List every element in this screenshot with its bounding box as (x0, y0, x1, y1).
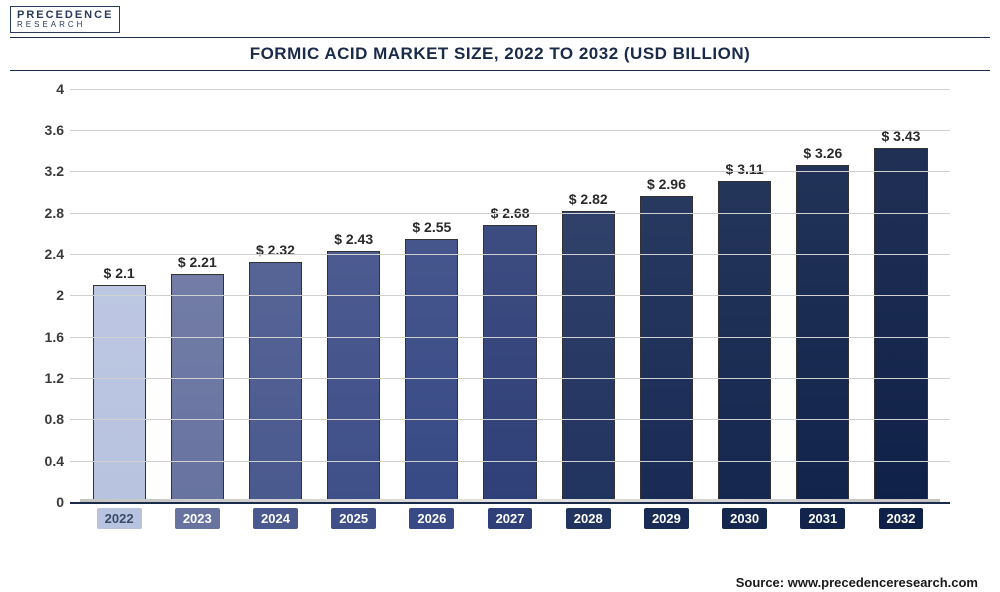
bar (327, 251, 380, 502)
grid-line (70, 213, 950, 214)
chart-container: $ 2.1 2022 $ 2.21 2023 $ 2.32 2024 $ 2.43 2025 $… (20, 79, 980, 539)
brand-logo: PRECEDENCE RESEARCH (10, 6, 120, 33)
y-tick-label: 1.2 (28, 370, 64, 386)
x-tick-label: 2025 (331, 508, 376, 529)
bar (405, 239, 458, 502)
x-tick-label: 2029 (644, 508, 689, 529)
bar-value-label: $ 2.43 (334, 231, 373, 247)
bar (171, 274, 224, 502)
bar (874, 148, 927, 502)
bar (640, 196, 693, 502)
y-tick-label: 2 (28, 287, 64, 303)
grid-line (70, 171, 950, 172)
y-tick-label: 0 (28, 494, 64, 510)
chart-title-bar: FORMIC ACID MARKET SIZE, 2022 TO 2032 (U… (10, 37, 990, 71)
source-attribution: Source: www.precedenceresearch.com (736, 575, 978, 590)
y-tick-label: 0.4 (28, 453, 64, 469)
y-tick-label: 0.8 (28, 411, 64, 427)
x-tick-label: 2022 (97, 508, 142, 529)
bar (718, 181, 771, 502)
x-tick-label: 2032 (879, 508, 924, 529)
y-tick-label: 4 (28, 81, 64, 97)
x-tick-label: 2028 (566, 508, 611, 529)
y-tick-label: 2.4 (28, 246, 64, 262)
grid-line (70, 461, 950, 462)
bar-value-label: $ 2.55 (412, 219, 451, 235)
y-tick-label: 3.2 (28, 163, 64, 179)
bar-value-label: $ 3.11 (726, 161, 764, 177)
y-tick-label: 2.8 (28, 205, 64, 221)
x-tick-label: 2024 (253, 508, 298, 529)
grid-line (70, 254, 950, 255)
y-tick-label: 1.6 (28, 329, 64, 345)
bar-value-label: $ 2.21 (178, 254, 217, 270)
grid-line (70, 89, 950, 90)
x-tick-label: 2030 (722, 508, 767, 529)
bar-value-label: $ 2.1 (104, 265, 135, 281)
bar-value-label: $ 3.26 (803, 145, 842, 161)
x-tick-label: 2026 (409, 508, 454, 529)
grid-line (70, 419, 950, 420)
x-axis-rule (80, 499, 940, 502)
bar (796, 165, 849, 502)
x-tick-label: 2031 (800, 508, 845, 529)
grid-line (70, 295, 950, 296)
logo-line2: RESEARCH (17, 21, 113, 30)
chart-title: FORMIC ACID MARKET SIZE, 2022 TO 2032 (U… (250, 44, 751, 63)
bar-value-label: $ 2.96 (647, 176, 686, 192)
x-tick-label: 2023 (175, 508, 220, 529)
bar (249, 262, 302, 502)
bar-value-label: $ 2.82 (569, 191, 608, 207)
y-tick-label: 3.6 (28, 122, 64, 138)
x-tick-label: 2027 (488, 508, 533, 529)
grid-line (70, 337, 950, 338)
plot-area: $ 2.12022$ 2.212023$ 2.322024$ 2.432025$… (70, 89, 950, 504)
grid-line (70, 130, 950, 131)
bar (93, 285, 146, 502)
grid-line (70, 378, 950, 379)
bar-value-label: $ 2.32 (256, 242, 295, 258)
